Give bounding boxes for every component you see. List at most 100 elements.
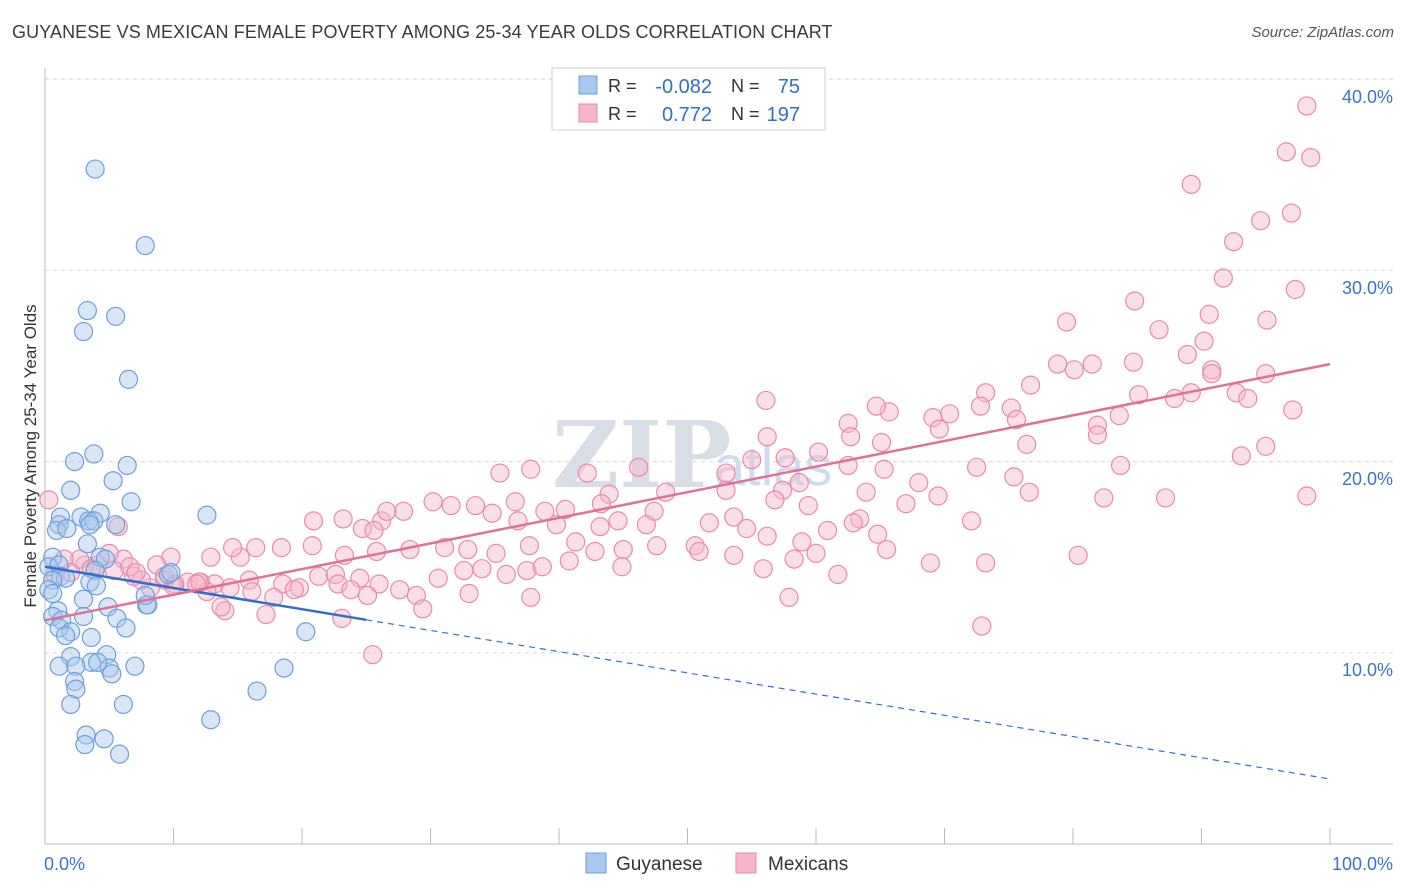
- mexicans-point: [612, 557, 632, 577]
- mexicans-point: [519, 536, 540, 556]
- guyanese-point: [118, 369, 139, 389]
- mexicans-point: [877, 539, 897, 560]
- mexicans-point: [1149, 320, 1169, 340]
- guyanese-point: [66, 656, 86, 676]
- guyanese-point: [49, 656, 69, 676]
- mexicans-point: [1297, 96, 1317, 116]
- mexicans-point: [976, 553, 996, 573]
- mexicans-point: [970, 396, 991, 416]
- mexicans-point: [808, 442, 829, 462]
- trend-lines: [44, 362, 1331, 780]
- mexicans-point: [1047, 354, 1068, 374]
- y-tick-label-20: 20.0%: [1342, 469, 1393, 489]
- mexicans-point: [472, 559, 492, 579]
- mexicans-point: [689, 541, 709, 562]
- mexicans-point: [363, 645, 383, 665]
- guyanese-point: [103, 471, 123, 491]
- mexicans-point: [784, 549, 804, 569]
- mexicans-point: [517, 560, 537, 581]
- mexicans-point: [1301, 147, 1321, 168]
- mexicans-point: [1082, 354, 1102, 374]
- guyanese-point: [77, 300, 98, 321]
- mexicans-point: [798, 495, 818, 516]
- mexicans-point: [871, 432, 892, 453]
- guyanese-point: [135, 235, 155, 256]
- guyanese-point: [94, 729, 114, 749]
- mexicans-point: [505, 492, 525, 512]
- mexicans-point: [1019, 482, 1039, 502]
- guyanese-point: [84, 444, 104, 464]
- guyanese-point: [117, 455, 137, 476]
- bottom-legend-swatch-guyanese: [585, 852, 607, 874]
- mexicans-point: [599, 484, 619, 504]
- mexicans-point: [435, 538, 455, 558]
- x-ticks: [44, 828, 1331, 844]
- mexicans-point: [792, 532, 812, 552]
- guyanese-point: [86, 576, 107, 596]
- mexicans-point: [1128, 385, 1149, 405]
- guyanese-point: [57, 518, 77, 539]
- mexicans-point: [923, 408, 943, 428]
- y-tick-labels: 10.0% 20.0% 30.0% 40.0%: [1342, 87, 1393, 680]
- mexicans-point: [465, 495, 486, 516]
- guyanese-point: [201, 710, 221, 730]
- mexicans-point: [961, 511, 982, 531]
- mexicans-point: [756, 390, 776, 411]
- guyanese-point: [81, 627, 101, 648]
- mexicans-point: [428, 568, 448, 588]
- mexicans-point: [940, 404, 960, 424]
- mexicans-point: [246, 538, 266, 558]
- mexicans-point: [1064, 360, 1084, 380]
- grid: [45, 78, 1393, 654]
- mexicans-point: [775, 448, 795, 468]
- y-tick-label-40: 40.0%: [1342, 87, 1393, 107]
- mexicans-point: [201, 547, 221, 567]
- guyanese-point: [73, 589, 94, 609]
- bottom-legend-swatch-mexicans: [735, 852, 757, 874]
- guyanese-point: [43, 570, 63, 590]
- mexicans-trend: [44, 362, 1331, 622]
- mexicans-point: [369, 574, 389, 594]
- mexicans-point: [843, 513, 863, 533]
- mexicans-point: [366, 541, 387, 562]
- guyanese-point: [64, 452, 85, 472]
- mexicans-point: [724, 507, 744, 527]
- legend-swatch-mexicans: [578, 103, 598, 123]
- mexicans-point: [1087, 425, 1108, 445]
- mexicans-point: [482, 503, 502, 523]
- mexicans-point: [874, 459, 894, 479]
- mexicans-point: [284, 580, 304, 600]
- watermark: ZIP atlas: [552, 401, 832, 509]
- mexicans-point: [490, 463, 510, 483]
- mexicans-point: [39, 490, 59, 510]
- guyanese-point: [296, 622, 316, 642]
- guyanese-point: [43, 547, 63, 567]
- mexicans-point: [1004, 467, 1024, 487]
- mexicans-point: [413, 599, 433, 619]
- y-tick-label-10: 10.0%: [1342, 660, 1393, 680]
- mexicans-point: [608, 511, 628, 531]
- mexicans-point: [742, 450, 762, 470]
- mexicans-point: [393, 501, 414, 521]
- mexicans-point: [211, 597, 231, 617]
- source-credit: Source: ZipAtlas.com: [1251, 24, 1394, 41]
- guyanese-point: [106, 515, 126, 535]
- mexicans-point: [1123, 352, 1143, 372]
- guyanese-point: [88, 652, 108, 672]
- mexicans-point: [333, 509, 353, 529]
- mexicans-point: [390, 580, 410, 600]
- mexicans-point: [896, 494, 916, 514]
- guyanese-point: [85, 159, 105, 179]
- mexicans-point: [454, 560, 474, 581]
- guyanese-point: [113, 694, 133, 715]
- mexicans-point: [458, 539, 478, 560]
- guyanese-point: [61, 622, 81, 642]
- mexicans-point: [920, 553, 940, 573]
- legend-n-value-2: 197: [767, 104, 800, 126]
- guyanese-point: [102, 664, 122, 684]
- mexicans-point: [1213, 268, 1233, 288]
- guyanese-point: [64, 671, 85, 692]
- mexicans-point: [1017, 434, 1037, 454]
- x-tick-label-100: 100.0%: [1332, 854, 1393, 874]
- mexicans-point: [647, 536, 667, 556]
